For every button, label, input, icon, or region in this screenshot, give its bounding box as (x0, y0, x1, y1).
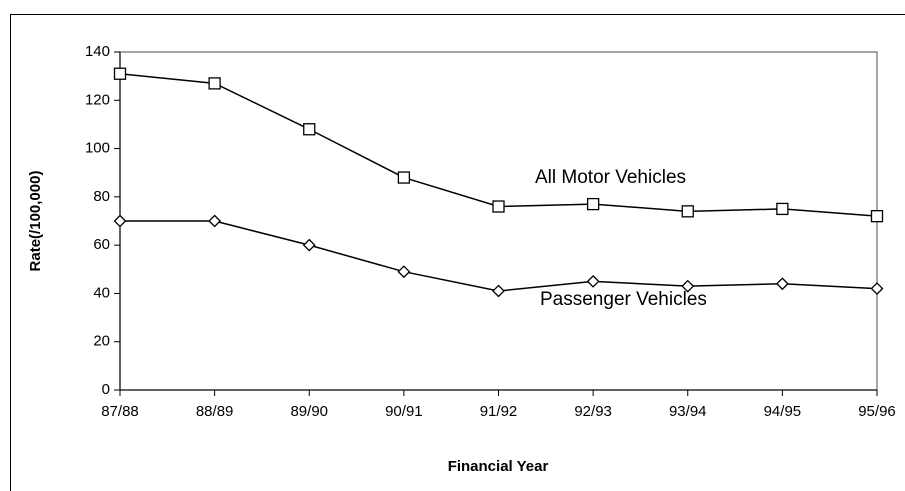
marker (586, 274, 600, 288)
x-tick-label: 90/91 (385, 403, 423, 420)
marker (302, 238, 316, 252)
y-tick-label: 40 (93, 284, 110, 301)
marker (776, 202, 789, 216)
marker (586, 197, 600, 211)
x-axis-title: Financial Year (448, 458, 549, 475)
x-tick-label: 92/93 (574, 403, 612, 420)
marker (208, 214, 222, 228)
x-tick-label: 87/88 (101, 403, 139, 420)
plot-area (119, 51, 878, 391)
y-axis-title: Rate(/100,000) (27, 171, 44, 272)
series-line (119, 72, 878, 217)
y-tick-label: 60 (93, 236, 110, 253)
marker (113, 214, 127, 228)
marker (397, 265, 411, 279)
marker (397, 171, 411, 184)
marker (870, 210, 884, 223)
y-tick-label: 100 (85, 140, 110, 157)
y-tick-label: 120 (85, 91, 110, 108)
x-tick-label: 89/90 (290, 403, 328, 420)
x-tick-label: 88/89 (196, 403, 234, 420)
x-tick-label: 93/94 (669, 403, 707, 420)
series-label: Passenger Vehicles (540, 289, 707, 310)
x-tick-label: 94/95 (764, 403, 802, 420)
series-line (120, 220, 878, 292)
y-tick-label: 0 (102, 381, 110, 398)
marker (681, 279, 695, 293)
marker (775, 277, 789, 291)
chart-frame (10, 14, 905, 491)
series-label: All Motor Vehicles (535, 167, 686, 188)
marker (681, 205, 694, 218)
marker (303, 123, 316, 136)
y-tick-label: 80 (93, 188, 110, 205)
x-tick-label: 95/96 (858, 403, 896, 420)
y-tick-label: 20 (93, 333, 110, 350)
marker (492, 284, 505, 298)
marker (208, 77, 221, 90)
y-tick-label: 140 (85, 43, 110, 60)
marker (113, 67, 127, 80)
x-tick-label: 91/92 (480, 403, 518, 420)
marker (492, 200, 505, 213)
marker (870, 282, 884, 296)
